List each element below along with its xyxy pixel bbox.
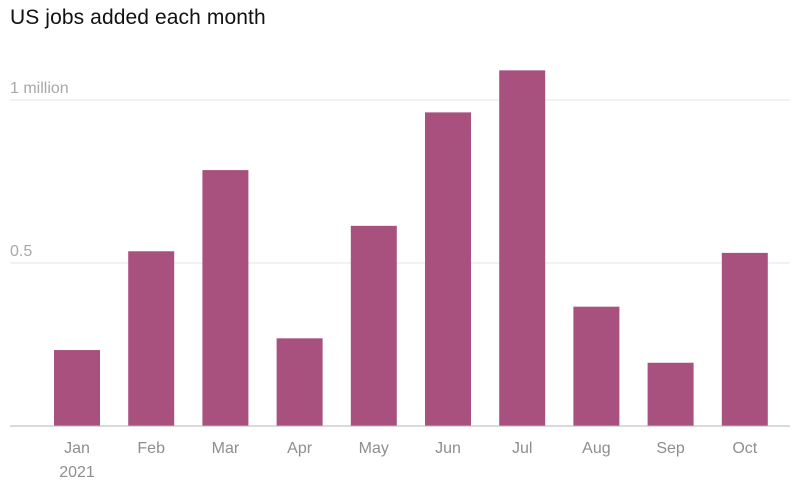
x-tick-label: Mar <box>212 440 240 457</box>
bar-may <box>350 225 397 426</box>
x-tick-label: Oct <box>732 440 757 457</box>
x-tick-label: May <box>359 440 389 457</box>
bar-jul <box>499 70 546 427</box>
bar-mar <box>202 170 249 426</box>
x-tick-label: Jun <box>435 440 461 457</box>
x-tick-label: Jan <box>64 440 90 457</box>
x-tick-label: Apr <box>287 440 313 457</box>
bar-jun <box>425 112 471 426</box>
bar-aug <box>573 306 620 426</box>
axis-layer: 1 million 0.5 Jan 2021 Feb Mar Apr May Jun Jul Aug… <box>10 80 790 481</box>
x-tick-label: Jul <box>512 440 532 457</box>
bar-feb <box>128 251 175 426</box>
bar-layer <box>54 70 768 427</box>
bar-oct <box>721 252 768 426</box>
x-tick-label: Aug <box>582 440 610 457</box>
y-tick-label: 1 million <box>10 80 69 97</box>
bar-sep <box>647 362 694 426</box>
x-tick-label: Feb <box>137 440 165 457</box>
chart-title: US jobs added each month <box>10 6 266 29</box>
x-tick-sublabel: 2021 <box>59 464 95 481</box>
bar-apr <box>276 338 323 426</box>
bar-jan <box>54 350 100 426</box>
y-tick-label: 0.5 <box>10 243 32 260</box>
grid-layer <box>10 99 790 264</box>
x-tick-label: Sep <box>656 440 685 457</box>
